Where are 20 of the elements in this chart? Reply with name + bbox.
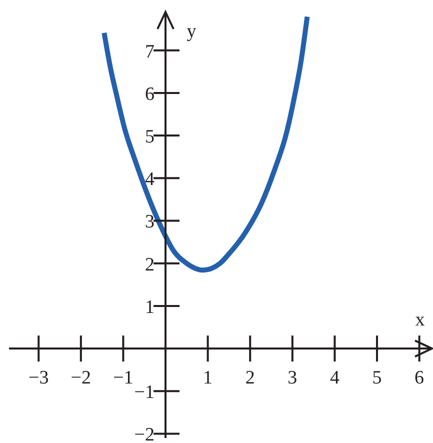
- x-tick-label: −3: [28, 368, 49, 389]
- y-tick-label: 2: [145, 254, 155, 276]
- x-tick-label: 4: [330, 368, 340, 389]
- y-axis-title: y: [186, 21, 197, 42]
- x-tick-label: −1: [113, 368, 134, 389]
- y-tick-label: 3: [145, 212, 155, 233]
- x-tick-label: 1: [203, 368, 213, 389]
- x-tick-label: 2: [245, 368, 255, 389]
- x-tick-label: 6: [414, 368, 424, 389]
- x-axis-title: x: [415, 310, 426, 331]
- y-tick-label: −1: [134, 382, 155, 404]
- y-tick-label: 1: [145, 296, 155, 318]
- y-tick-label: 4: [145, 169, 156, 190]
- y-tick-label: −2: [134, 424, 155, 443]
- y-tick-label: 5: [145, 126, 155, 148]
- y-tick-label: 7: [145, 41, 155, 62]
- x-tick-label: 5: [372, 368, 382, 389]
- y-tick-label: 6: [145, 84, 155, 105]
- x-tick-label: 3: [288, 368, 298, 389]
- x-tick-label: −2: [70, 368, 92, 389]
